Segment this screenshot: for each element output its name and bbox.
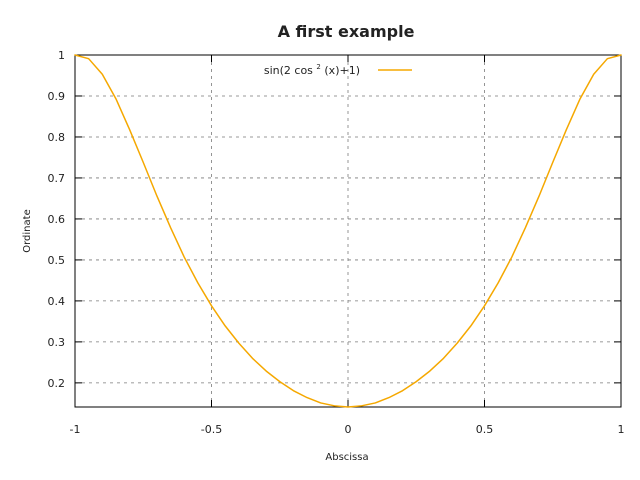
chart-title: A first example (278, 22, 415, 41)
x-tick-label: -0.5 (201, 423, 222, 436)
y-tick-label: 0.8 (48, 131, 66, 144)
legend-label-prefix: sin(2 cos (264, 64, 313, 77)
x-tick-label: 1 (618, 423, 625, 436)
y-tick-label: 0.9 (48, 90, 66, 103)
y-tick-label: 0.6 (48, 213, 66, 226)
legend: sin(2 cos 2 (x)+1) (264, 59, 412, 77)
y-axis-label: Ordinate (22, 209, 33, 252)
grid-lines (75, 55, 621, 407)
y-tick-label: 0.3 (48, 336, 66, 349)
x-tick-label: -1 (70, 423, 81, 436)
legend-label: sin(2 cos 2 (x)+1) (264, 59, 360, 77)
y-tick-label: 0.4 (48, 295, 66, 308)
series-layer (74, 54, 622, 408)
y-tick-label: 1 (58, 49, 65, 62)
y-tick-label: 0.2 (48, 377, 66, 390)
x-tick-label: 0 (345, 423, 352, 436)
y-tick-label: 0.7 (48, 172, 66, 185)
legend-label-superscript: 2 (316, 63, 320, 71)
y-tick-label: 0.5 (48, 254, 66, 267)
x-axis-label: Abscissa (325, 452, 368, 463)
legend-label-suffix: (x)+1) (324, 64, 360, 77)
x-tick-label: 0.5 (476, 423, 494, 436)
axis-ticks: -1 -0.5 0 0.5 1 0.2 0.3 0.4 0.5 0.6 0.7 0.8 0.9 1 (48, 49, 625, 436)
series-line (74, 54, 622, 408)
